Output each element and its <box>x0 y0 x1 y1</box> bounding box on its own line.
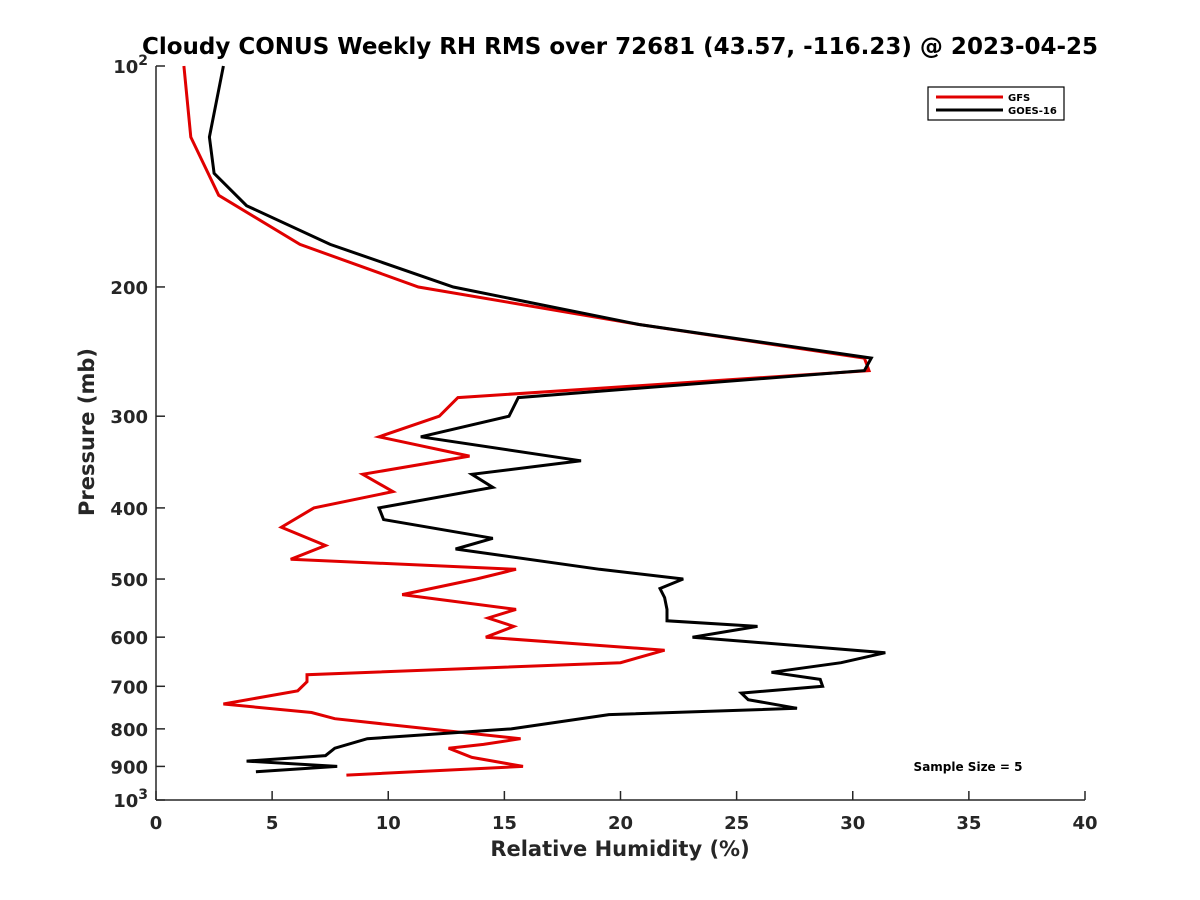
x-tick-label: 30 <box>840 813 865 834</box>
series-line-goes-16 <box>207 65 886 774</box>
legend: GFS GOES-16 <box>927 86 1065 121</box>
legend-box <box>927 86 1065 121</box>
x-tick-label: 35 <box>956 813 981 834</box>
x-tick-label: 0 <box>150 813 163 834</box>
y-tick-label: 700 <box>110 677 148 698</box>
x-tick-label: 40 <box>1072 813 1097 834</box>
chart-title: Cloudy CONUS Weekly RH RMS over 72681 (4… <box>142 34 1098 60</box>
x-tick-label: 25 <box>724 813 749 834</box>
y-tick-label: 102 <box>113 53 148 78</box>
x-tick-label: 20 <box>608 813 633 834</box>
y-tick-label: 300 <box>110 407 148 428</box>
plot-area <box>182 65 886 777</box>
y-tick-label: 103 <box>113 787 148 812</box>
y-tick-label: 200 <box>110 278 148 299</box>
legend-label-goes-16: GOES-16 <box>1008 106 1057 117</box>
y-tick-label: 600 <box>110 628 148 649</box>
y-axis-label: Pressure (mb) <box>75 348 99 516</box>
y-tick-label: 900 <box>110 757 148 778</box>
sample-size-annotation: Sample Size = 5 <box>914 760 1023 774</box>
y-tick-label: 500 <box>110 570 148 591</box>
legend-label-gfs: GFS <box>1008 93 1030 104</box>
y-tick-label: 400 <box>110 499 148 520</box>
y-tick-label: 800 <box>110 720 148 741</box>
x-axis-label: Relative Humidity (%) <box>490 837 749 861</box>
x-tick-label: 15 <box>492 813 517 834</box>
axes: 0 5 10 15 20 25 30 35 40 102 200 300 400 500 600 700 800… <box>110 53 1097 834</box>
x-tick-label: 10 <box>376 813 401 834</box>
x-tick-label: 5 <box>266 813 279 834</box>
